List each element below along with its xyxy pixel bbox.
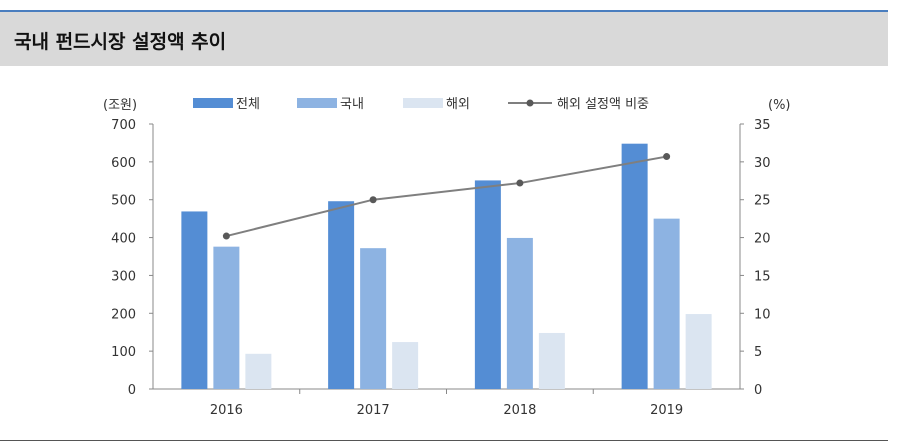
bar-해외-2016 [245, 353, 272, 389]
y-tick-label: 100 [111, 345, 136, 360]
y-tick-label: 0 [128, 383, 136, 398]
legend-label-전체: 전체 [236, 97, 260, 112]
x-tick-labels: 2016 2017 2018 2019 [210, 403, 683, 418]
line-point-2019 [663, 153, 671, 161]
legend-swatch-국내 [297, 98, 337, 108]
x-tick-label: 2018 [503, 403, 536, 418]
y-tick-label: 700 [111, 118, 136, 133]
legend: 전체 국내 해외 해외 설정액 비중 [193, 97, 649, 112]
x-tick-label: 2016 [210, 403, 243, 418]
y2-tick-label: 25 [754, 194, 771, 209]
legend-label-해외: 해외 [446, 97, 470, 112]
page-title: 국내 펀드시장 설정액 추이 [14, 31, 227, 53]
y2-axis-label: (%) [768, 98, 791, 113]
legend-line-marker [526, 99, 534, 107]
bar-해외-2019 [685, 314, 712, 389]
bar-해외-2017 [392, 342, 419, 389]
y2-tick-label: 10 [754, 307, 771, 322]
bar-국내-2016 [213, 246, 240, 389]
legend-swatch-전체 [193, 98, 233, 108]
line-point-2017 [369, 196, 377, 204]
y-tick-label: 400 [111, 232, 136, 247]
y2-tick-label: 30 [754, 156, 771, 171]
y-tick-label: 300 [111, 269, 136, 284]
x-tick-label: 2017 [357, 403, 390, 418]
legend-label-해외 설정액 비중: 해외 설정액 비중 [557, 97, 649, 112]
bar-국내-2017 [360, 248, 387, 389]
y-tick-label: 600 [111, 156, 136, 171]
bar-국내-2019 [653, 218, 680, 389]
bar-국내-2018 [506, 237, 533, 389]
bar-전체-2017 [328, 201, 355, 389]
y-axis-label: (조원) [103, 98, 137, 113]
y2-tick-label: 15 [754, 269, 771, 284]
bar-전체-2019 [621, 143, 648, 389]
line-point-2018 [516, 179, 524, 187]
bar-전체-2016 [181, 211, 208, 389]
share-line [222, 153, 671, 240]
bar-해외-2018 [538, 332, 565, 389]
y2-tick-label: 5 [754, 345, 762, 360]
axes: 0 100 200 300 400 500 600 700 0 5 10 15 20 25 30 35 [111, 118, 770, 398]
line-해외 설정액 비중 [226, 155, 667, 238]
y-tick-label: 500 [111, 194, 136, 209]
bar-전체-2018 [474, 180, 501, 389]
bars [181, 143, 712, 389]
header-top-rule [0, 10, 888, 12]
legend-label-국내: 국내 [340, 97, 364, 112]
y-tick-label: 200 [111, 307, 136, 322]
footer-rule [0, 440, 888, 441]
x-tick-label: 2019 [650, 403, 683, 418]
legend-swatch-해외 [403, 98, 443, 108]
title-bar: 국내 펀드시장 설정액 추이 [0, 12, 888, 66]
line-point-2016 [222, 232, 230, 240]
y2-tick-label: 35 [754, 118, 771, 133]
y2-tick-label: 20 [754, 232, 771, 247]
y2-tick-label: 0 [754, 383, 762, 398]
